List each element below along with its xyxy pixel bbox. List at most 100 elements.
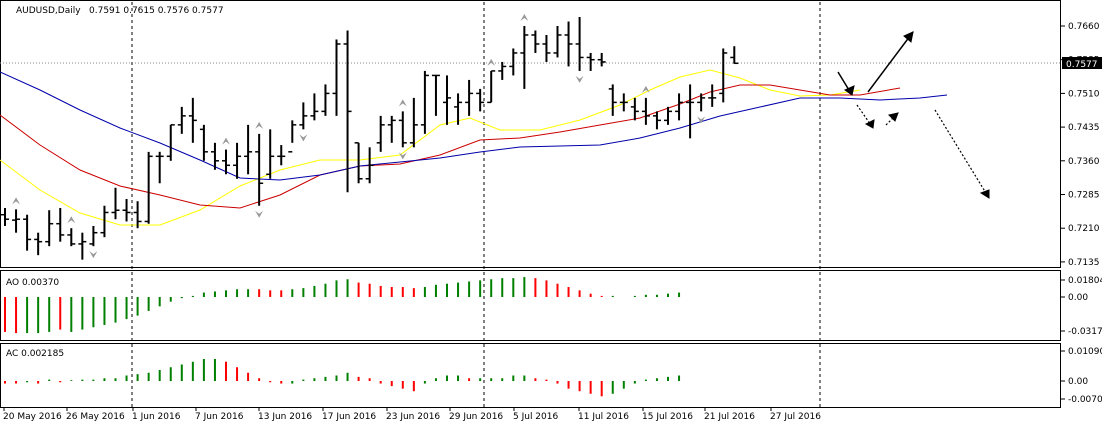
ohlc-bar <box>586 52 595 71</box>
mid-ma-line <box>0 84 901 209</box>
axis-tick-label: 0.00 <box>1068 293 1088 303</box>
axis-tick-label: 0.00 <box>1068 377 1088 387</box>
time-tick-label: 5 Jul 2016 <box>513 412 558 422</box>
fractal-down-marker <box>89 251 98 259</box>
axis-tick-label: 0.01804 <box>1068 276 1102 286</box>
ohlc-bar <box>34 232 43 256</box>
ohlc-bar <box>1 207 9 226</box>
ohlc-bar <box>100 205 109 238</box>
ohlc-bar <box>78 232 87 260</box>
arrow-down-2-head <box>864 119 875 129</box>
ohlc-bar <box>177 106 186 134</box>
time-tick-label: 7 Jun 2016 <box>195 412 244 422</box>
time-tick-label: 29 Jun 2016 <box>449 412 503 422</box>
fractal-down-marker <box>299 134 308 142</box>
ac-label: AC 0.002185 <box>6 349 64 359</box>
axis-tick-label: 0.7135 <box>1068 258 1100 268</box>
ohlc-bar <box>652 111 661 130</box>
axis-tick-label: -0.00705 <box>1068 395 1102 405</box>
ac-axis: 0.010908 0.00 -0.00705 <box>1061 347 1102 405</box>
arrow-down-3 <box>934 109 990 199</box>
fractal-up-marker <box>222 137 230 145</box>
ohlc-bar <box>166 124 175 161</box>
ohlc-bar <box>89 225 98 247</box>
ohlc-bar <box>608 84 617 116</box>
ohlc-bar <box>697 93 706 112</box>
fast-ma-line <box>0 69 861 226</box>
forecast-arrows <box>837 31 990 199</box>
ohlc-bar <box>487 70 496 104</box>
axis-tick-label: 0.7285 <box>1068 191 1100 201</box>
arrow-up-2 <box>885 112 899 126</box>
time-tick-label: 11 Jul 2016 <box>578 412 629 422</box>
axis-tick-label: 0.010908 <box>1068 347 1102 357</box>
ohlc-bar <box>498 61 507 80</box>
ohlc-bar <box>630 97 639 121</box>
arrow-up-main <box>867 31 914 93</box>
ohlc-bar <box>144 151 153 224</box>
time-axis: 20 May 2016 26 May 2016 1 Jun 2016 7 Jun 20… <box>3 407 821 422</box>
ohlc-bars <box>1 17 739 260</box>
ao-label: AO 0.00370 <box>6 278 59 288</box>
ohlc-bar <box>575 17 584 71</box>
ohlc-bar <box>155 151 164 184</box>
fractal-up-marker <box>487 58 496 66</box>
ohlc-bar <box>67 228 76 247</box>
fractal-down-marker <box>575 75 584 83</box>
ohlc-bar <box>365 147 374 184</box>
fractal-up-marker <box>67 216 76 224</box>
ohlc-bar <box>509 48 518 76</box>
ohlc-bar <box>465 79 474 116</box>
ohlc-bar <box>188 97 197 143</box>
axis-tick-label: 0.7435 <box>1068 123 1100 133</box>
ohlc-bar <box>222 149 230 175</box>
ohlc-bar <box>210 142 219 170</box>
fractal-down-marker <box>255 210 264 218</box>
ohlc-bar <box>343 30 352 193</box>
ohlc-bar <box>520 26 529 89</box>
fractal-up-marker <box>520 14 529 21</box>
axis-tick-label: 0.7660 <box>1068 22 1100 32</box>
time-tick-label: 1 Jun 2016 <box>132 412 181 422</box>
ohlc-bar <box>553 26 562 58</box>
arrow-up-main-head <box>903 31 914 43</box>
arrow-up-2-head <box>888 112 899 122</box>
ohlc-bar <box>321 84 330 116</box>
arrow-down-2 <box>856 104 874 129</box>
ohlc-bar <box>23 214 32 251</box>
ohlc-bar <box>277 145 286 166</box>
ohlc-bar <box>310 93 319 121</box>
current-price-value: 0.7577 <box>1066 60 1098 70</box>
ohlc-bar <box>12 209 21 233</box>
ohlc-bar <box>476 88 485 112</box>
time-tick-label: 21 Jul 2016 <box>704 412 755 422</box>
ohlc-bar <box>354 142 363 184</box>
time-tick-label: 23 Jun 2016 <box>386 412 440 422</box>
fractal-up-marker <box>398 99 407 107</box>
week-separators <box>131 2 821 407</box>
time-tick-label: 27 Jul 2016 <box>770 412 821 422</box>
ohlc-bar <box>686 84 695 139</box>
ohlc-label: 0.7591 0.7615 0.7576 0.7577 <box>89 6 224 16</box>
ohlc-bar <box>299 102 308 130</box>
ohlc-bar <box>56 207 65 242</box>
ohlc-bar <box>244 124 253 175</box>
main-pane-frame <box>0 0 1061 268</box>
time-tick-label: 20 May 2016 <box>3 412 62 422</box>
ohlc-bar <box>675 93 684 121</box>
axis-tick-label: 0.7210 <box>1068 224 1100 234</box>
axis-tick-label: 0.7360 <box>1068 157 1100 167</box>
axis-tick-label: -0.03179 <box>1068 327 1102 337</box>
ohlc-bar <box>133 201 142 229</box>
ohlc-bar <box>564 21 573 67</box>
ohlc-bar <box>387 115 396 143</box>
arrow-down-1-head <box>843 85 855 96</box>
ao-pane-frame <box>0 270 1061 341</box>
symbol-label: AUDUSD,Daily <box>16 6 81 16</box>
ohlc-bar <box>719 48 728 103</box>
ohlc-bar <box>542 34 551 62</box>
time-tick-label: 17 Jun 2016 <box>322 412 376 422</box>
ohlc-bar <box>332 39 341 116</box>
